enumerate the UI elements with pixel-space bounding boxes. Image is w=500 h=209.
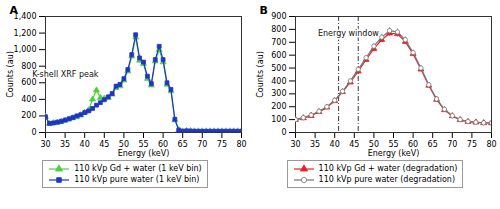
svg-text:700: 700 (271, 38, 286, 47)
svg-text:600: 600 (271, 51, 286, 60)
svg-text:70: 70 (447, 140, 457, 149)
svg-text:45: 45 (99, 140, 109, 149)
svg-text:Energy (keV): Energy (keV) (118, 149, 170, 158)
svg-text:0: 0 (31, 128, 36, 137)
svg-text:50: 50 (118, 140, 129, 150)
svg-text:75: 75 (467, 140, 477, 149)
svg-text:30: 30 (290, 140, 300, 149)
svg-text:Energy window: Energy window (318, 29, 379, 38)
svg-text:80: 80 (486, 140, 496, 149)
svg-text:Counts (au): Counts (au) (6, 51, 15, 98)
svg-text:50: 50 (368, 140, 379, 150)
svg-text:0: 0 (281, 128, 286, 137)
svg-text:100: 100 (271, 115, 286, 124)
svg-text:55: 55 (388, 140, 399, 150)
html-text:110 kVp Gd + water (degradatio: 110 kVp Gd + water (degradation) (318, 164, 458, 173)
svg-text:45: 45 (349, 140, 359, 149)
svg-text:60: 60 (158, 140, 169, 150)
svg-text:40: 40 (80, 140, 90, 149)
svg-text:B: B (260, 4, 268, 17)
html-text:110 kVp Gd + water (1 keV bin): 110 kVp Gd + water (1 keV bin) (74, 164, 202, 173)
svg-text:400: 400 (271, 77, 286, 86)
svg-text:30: 30 (40, 140, 50, 149)
svg-text:300: 300 (271, 89, 286, 98)
svg-text:1,000: 1,000 (14, 45, 37, 54)
svg-text:65: 65 (428, 140, 438, 149)
svg-text:40: 40 (330, 140, 340, 149)
svg-text:500: 500 (271, 64, 286, 73)
svg-text:900: 900 (271, 12, 286, 21)
svg-text:Energy (keV): Energy (keV) (368, 149, 420, 158)
svg-text:1,200: 1,200 (14, 29, 37, 38)
svg-text:600: 600 (21, 78, 36, 87)
svg-text:75: 75 (217, 140, 227, 149)
svg-text:1,400: 1,400 (13, 12, 37, 22)
svg-text:80: 80 (236, 140, 246, 149)
svg-text:Counts (au): Counts (au) (256, 51, 265, 98)
svg-text:400: 400 (21, 95, 36, 104)
svg-text:55: 55 (138, 140, 149, 150)
svg-text:65: 65 (178, 140, 188, 149)
svg-text:800: 800 (21, 61, 37, 71)
svg-text:35: 35 (310, 140, 320, 149)
svg-text:K-shell XRF peak: K-shell XRF peak (32, 70, 99, 79)
svg-text:35: 35 (60, 140, 70, 149)
svg-text:200: 200 (21, 111, 36, 120)
svg-text:70: 70 (197, 140, 207, 149)
svg-text:200: 200 (271, 102, 286, 111)
svg-text:A: A (10, 4, 19, 17)
html-text:110 kVp pure water (1 keV bin): 110 kVp pure water (1 keV bin) (74, 175, 200, 184)
html-text:110 kVp pure water (degradatio: 110 kVp pure water (degradation) (318, 175, 455, 184)
svg-text:60: 60 (408, 140, 419, 150)
svg-text:800: 800 (271, 25, 286, 34)
